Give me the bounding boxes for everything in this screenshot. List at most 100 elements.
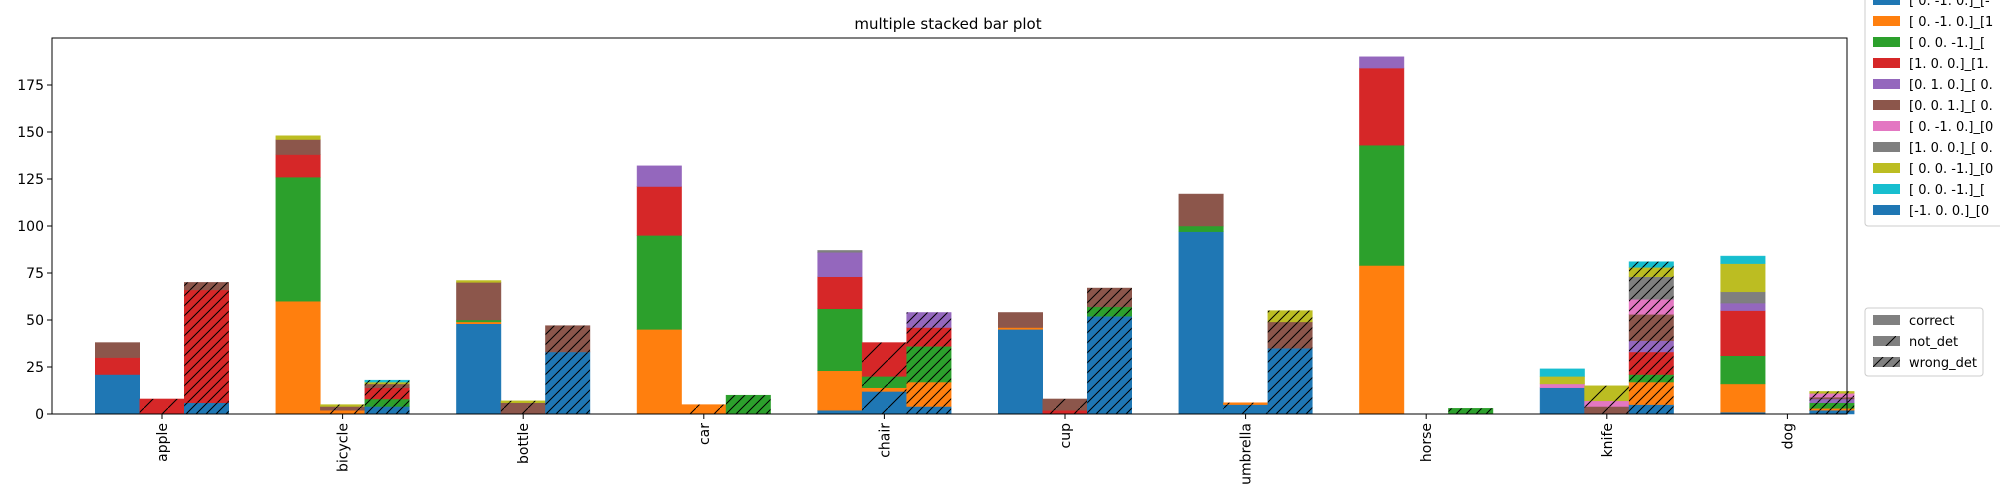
bar-hatch-umbrella-not_det-s1	[1223, 402, 1268, 405]
bar-segment-dog-correct-s8	[1720, 263, 1766, 293]
bar-segment-bottle-correct-s8	[456, 280, 502, 283]
bar-segment-horse-correct-s4	[1359, 56, 1405, 69]
bar-segment-car-correct-s1	[636, 329, 682, 415]
bar-hatch-knife-wrong_det-s5	[1629, 314, 1674, 341]
bar-hatch-cup-wrong_det-s0	[1087, 316, 1132, 414]
legend-series-swatch	[1873, 184, 1900, 194]
bar-segment-bicycle-correct-s3	[275, 154, 321, 178]
legend-series-label: [1. 0. 0.]_[1.	[1909, 57, 1989, 72]
bar-hatch-bottle-not_det-s8	[500, 400, 546, 403]
legend-series-swatch	[1873, 121, 1900, 131]
x-tick-label-umbrella: umbrella	[1239, 423, 1255, 485]
legend-series-swatch	[1873, 142, 1900, 152]
chart-title: multiple stacked bar plot	[854, 15, 1041, 33]
bar-hatch-knife-wrong_det-s2	[1629, 374, 1674, 383]
legend-group-label: not_det	[1909, 335, 1958, 350]
x-tick-label-bottle: bottle	[516, 423, 532, 464]
bar-hatch-dog-wrong_det-s2	[1809, 402, 1855, 409]
bar-hatch-knife-wrong_det-s6	[1629, 299, 1674, 315]
bar-hatch-apple-wrong_det-s0	[184, 402, 229, 414]
y-tick-label: 25	[26, 360, 44, 376]
bar-hatch-bicycle-not_det-s5	[320, 406, 365, 411]
legend-series-label: [ 0. 0. -1.]_[0	[1909, 162, 1993, 177]
bar-hatch-cup-not_det-s5	[1042, 398, 1088, 411]
x-tick-label-car: car	[697, 423, 713, 445]
y-tick-label: 125	[17, 172, 44, 188]
legend-series-label: [ 0. 0. -1.]_[	[1909, 183, 1985, 198]
legend-series-label: [0. 0. 1.]_[ 0.	[1909, 99, 1993, 114]
bar-hatch-dog-wrong_det-s5	[1809, 397, 1855, 399]
legend-series-label: [ 0. -1. 0.]_[-	[1909, 0, 1990, 9]
bar-segment-cup-correct-s0	[998, 329, 1043, 415]
bar-segment-cup-correct-s5	[998, 312, 1043, 328]
bar-hatch-chair-wrong_det-s1	[906, 382, 952, 407]
bar-segment-chair-correct-s7	[817, 250, 863, 253]
x-tick-label-horse: horse	[1419, 423, 1435, 462]
bar-hatch-knife-not_det-s5	[1584, 406, 1630, 414]
y-tick-label: 50	[26, 313, 44, 329]
bar-hatch-bottle-wrong_det-s0	[545, 351, 590, 414]
bar-hatch-dog-wrong_det-s1	[1809, 408, 1855, 411]
legend-series-swatch	[1873, 163, 1900, 173]
bar-hatch-dog-wrong_det-s0	[1809, 410, 1855, 414]
bar-hatch-chair-not_det-s3	[862, 342, 907, 377]
bar-hatch-chair-not_det-s0	[862, 391, 907, 414]
bar-segment-horse-correct-s1	[1359, 265, 1405, 415]
legend-group-hatch	[1873, 336, 1900, 346]
x-tick-label-dog: dog	[1780, 423, 1796, 449]
legend-group-label: correct	[1909, 314, 1955, 329]
bar-hatch-car-not_det-s1	[681, 404, 727, 414]
legend-series-swatch	[1873, 16, 1900, 26]
bar-segment-apple-correct-s0	[95, 374, 140, 415]
legend-series-swatch	[1873, 79, 1900, 89]
bar-segment-bicycle-correct-s2	[275, 176, 321, 302]
legend-series-label: [0. 1. 0.]_[ 0.	[1909, 78, 1993, 93]
bar-hatch-bicycle-not_det-s8	[320, 404, 365, 407]
bar-segment-chair-correct-s4	[817, 252, 863, 278]
bar-hatch-cup-wrong_det-s5	[1087, 288, 1132, 307]
bar-hatch-chair-wrong_det-s2	[906, 346, 952, 383]
legend-group-label: wrong_det	[1909, 356, 1977, 371]
bar-hatch-apple-not_det-s3	[139, 398, 185, 414]
bar-hatch-knife-not_det-s8	[1584, 385, 1630, 401]
bar-segment-chair-correct-s2	[817, 308, 863, 372]
bar-hatch-horse-wrong_det-s2	[1448, 408, 1493, 414]
legend-series-swatch	[1873, 100, 1900, 110]
bar-hatch-bottle-not_det-s5	[500, 402, 546, 414]
bar-hatch-umbrella-wrong_det-s8	[1267, 310, 1313, 322]
bar-hatch-dog-wrong_det-s4	[1809, 398, 1855, 403]
bar-segment-cup-correct-s1	[998, 327, 1043, 330]
x-tick-label-chair: chair	[877, 423, 893, 458]
bar-segment-horse-correct-s3	[1359, 67, 1405, 146]
bar-hatch-car-wrong_det-s2	[726, 395, 771, 414]
bar-hatch-knife-wrong_det-s1	[1629, 382, 1674, 405]
bar-hatch-dog-wrong_det-s6	[1809, 393, 1855, 398]
bar-segment-knife-correct-s8	[1539, 376, 1585, 385]
legend-series-swatch	[1873, 58, 1900, 68]
legend-series-swatch	[1873, 0, 1900, 5]
bar-hatch-bicycle-wrong_det-s2	[364, 398, 410, 407]
bar-hatch-knife-wrong_det-s0	[1629, 404, 1674, 414]
bar-segment-umbrella-correct-s2	[1178, 225, 1224, 232]
bar-segment-car-correct-s3	[636, 186, 682, 236]
bar-hatch-bicycle-wrong_det-s8	[364, 382, 410, 384]
y-tick-label: 150	[17, 125, 44, 141]
bar-segment-dog-correct-s9	[1720, 255, 1766, 264]
bar-segment-umbrella-correct-s5	[1178, 193, 1224, 227]
bar-segment-bicycle-correct-s1	[275, 300, 321, 415]
bar-segment-car-correct-s2	[636, 235, 682, 330]
bar-hatch-umbrella-wrong_det-s5	[1267, 321, 1313, 349]
bar-segment-dog-correct-s3	[1720, 310, 1766, 356]
bar-hatch-bottle-wrong_det-s5	[545, 325, 590, 352]
bar-hatch-apple-wrong_det-s3	[184, 289, 229, 403]
bar-segment-bottle-correct-s1	[456, 321, 502, 325]
bar-hatch-knife-not_det-s6	[1584, 400, 1630, 407]
bar-hatch-chair-not_det-s1	[862, 387, 907, 392]
legend-series-label: [-1. 0. 0.]_[0	[1909, 204, 1989, 219]
bar-hatch-chair-wrong_det-s4	[906, 312, 952, 328]
bar-hatch-cup-wrong_det-s2	[1087, 306, 1132, 317]
bar-hatch-umbrella-wrong_det-s0	[1267, 348, 1313, 414]
bar-hatch-cup-not_det-s3	[1042, 410, 1088, 414]
bar-hatch-umbrella-not_det-s0	[1223, 404, 1268, 414]
legend-series-label: [1. 0. 0.]_[ 0.	[1909, 141, 1993, 156]
